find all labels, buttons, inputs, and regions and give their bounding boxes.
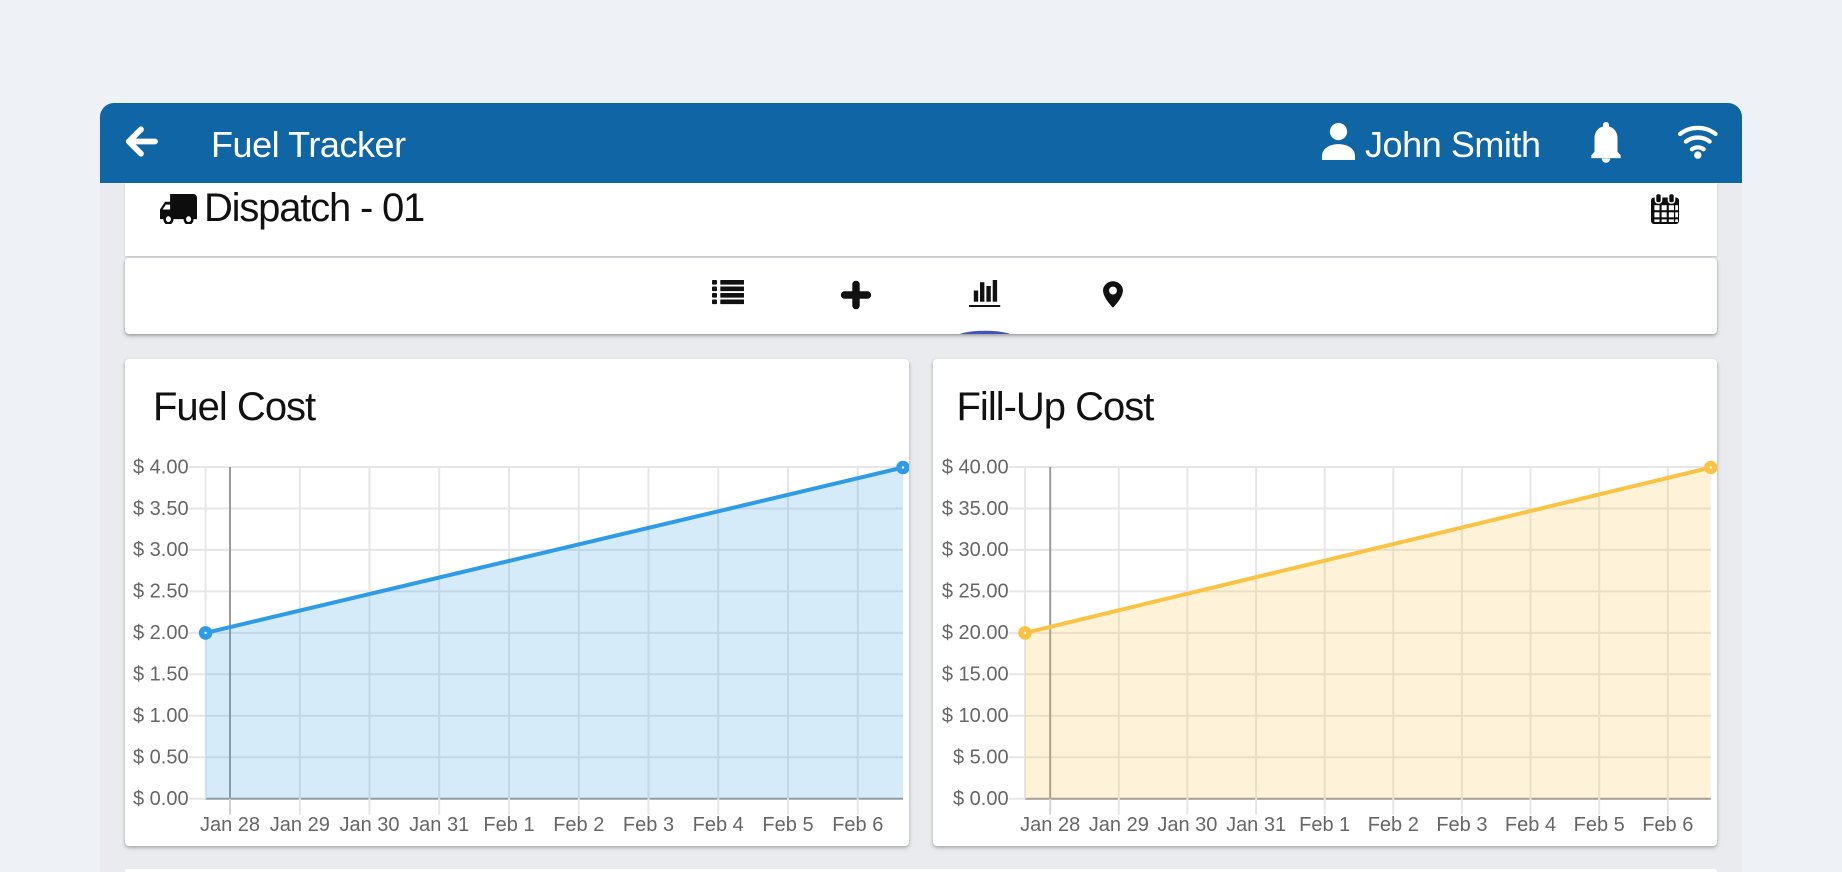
svg-text:Jan 29: Jan 29 (1089, 814, 1149, 836)
svg-text:Feb 4: Feb 4 (1505, 814, 1556, 836)
svg-text:$ 30.00: $ 30.00 (942, 539, 1009, 561)
svg-text:$ 3.00: $ 3.00 (133, 539, 189, 561)
svg-text:Feb 5: Feb 5 (1574, 814, 1625, 836)
svg-text:$ 2.50: $ 2.50 (133, 581, 189, 603)
svg-text:$ 25.00: $ 25.00 (942, 581, 1009, 603)
svg-text:Feb 2: Feb 2 (553, 814, 604, 836)
svg-text:Jan 30: Jan 30 (1157, 814, 1217, 836)
svg-text:Jan 28: Jan 28 (1020, 814, 1080, 836)
svg-text:Feb 3: Feb 3 (1436, 814, 1487, 836)
svg-text:$ 5.00: $ 5.00 (953, 747, 1009, 769)
svg-text:$ 1.50: $ 1.50 (133, 664, 189, 686)
svg-text:$ 3.50: $ 3.50 (133, 498, 189, 520)
svg-text:$ 35.00: $ 35.00 (942, 498, 1009, 520)
svg-text:Jan 30: Jan 30 (339, 814, 399, 836)
svg-text:Jan 28: Jan 28 (200, 814, 260, 836)
svg-text:$ 15.00: $ 15.00 (942, 664, 1009, 686)
svg-text:$ 2.00: $ 2.00 (133, 622, 189, 644)
svg-text:$ 40.00: $ 40.00 (942, 456, 1009, 478)
svg-text:Feb 1: Feb 1 (483, 814, 534, 836)
svg-text:Jan 29: Jan 29 (270, 814, 330, 836)
svg-text:$ 0.00: $ 0.00 (953, 788, 1009, 810)
svg-text:Feb 5: Feb 5 (762, 814, 813, 836)
svg-text:Jan 31: Jan 31 (1226, 814, 1286, 836)
svg-text:Feb 1: Feb 1 (1299, 814, 1350, 836)
svg-text:Jan 31: Jan 31 (409, 814, 469, 836)
svg-text:Feb 4: Feb 4 (693, 814, 744, 836)
svg-text:$ 10.00: $ 10.00 (942, 705, 1009, 727)
svg-text:Feb 2: Feb 2 (1368, 814, 1419, 836)
svg-text:$ 20.00: $ 20.00 (942, 622, 1009, 644)
svg-text:$ 4.00: $ 4.00 (133, 456, 189, 478)
svg-text:$ 0.00: $ 0.00 (133, 788, 189, 810)
svg-text:Feb 6: Feb 6 (1642, 814, 1693, 836)
svg-text:$ 0.50: $ 0.50 (133, 747, 189, 769)
svg-text:Feb 6: Feb 6 (832, 814, 883, 836)
svg-text:$ 1.00: $ 1.00 (133, 705, 189, 727)
svg-text:Feb 3: Feb 3 (623, 814, 674, 836)
